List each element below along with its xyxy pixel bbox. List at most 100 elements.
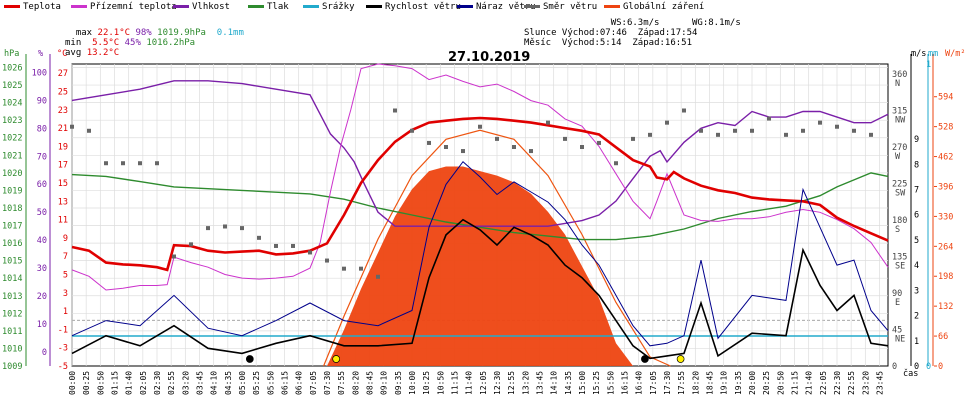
tick-dir-label: SE bbox=[895, 262, 905, 272]
x-tick-label: 03:45 bbox=[196, 371, 205, 395]
tick-wm2: 198 bbox=[938, 272, 953, 282]
stat-max-press: 1019.9hPa bbox=[157, 28, 206, 38]
series-wind-direction-point bbox=[189, 242, 193, 247]
tick-degc: 15 bbox=[58, 179, 68, 189]
x-tick-label: 14:10 bbox=[550, 371, 559, 395]
x-tick-label: 08:20 bbox=[351, 371, 360, 395]
stat-avg-label: avg bbox=[65, 48, 82, 58]
stat-ws: WS:6.3m/s bbox=[610, 18, 660, 28]
x-tick-label: 12:30 bbox=[493, 371, 502, 395]
series-wind-direction-point bbox=[291, 243, 295, 248]
axis-header-degc: °C bbox=[57, 49, 67, 59]
tick-ms: 8 bbox=[914, 160, 919, 170]
tick-dir-label: SW bbox=[895, 189, 906, 199]
x-tick-label: 15:50 bbox=[606, 371, 615, 395]
stat-min-hum: 45% bbox=[124, 38, 141, 48]
stat-max-rain: 0.1mm bbox=[216, 28, 244, 38]
stat-min-temp: 5.5°C bbox=[92, 38, 120, 48]
x-tick-label: 07:55 bbox=[337, 371, 346, 395]
tick-degc: 9 bbox=[63, 234, 68, 244]
x-tick-label: 22:30 bbox=[833, 371, 842, 395]
legend-swatch bbox=[71, 5, 87, 8]
x-tick-label: 18:20 bbox=[691, 371, 700, 395]
x-tick-label: 01:15 bbox=[111, 371, 120, 395]
series-wind-direction-point bbox=[835, 124, 839, 129]
x-tick-label: 00:00 bbox=[68, 371, 77, 395]
series-wind-direction-point bbox=[359, 266, 363, 271]
legend-label: Přízemní teplota bbox=[90, 2, 177, 12]
legend-swatch bbox=[4, 5, 20, 8]
series-wind-direction-point bbox=[223, 224, 227, 229]
x-tick-label: 16:40 bbox=[635, 371, 644, 395]
tick-hpa: 1013 bbox=[2, 292, 22, 302]
legend-item-5: Rychlost větru bbox=[366, 2, 461, 12]
moonset-marker bbox=[641, 355, 649, 363]
tick-degc: 23 bbox=[58, 106, 68, 116]
legend-label: Srážky bbox=[322, 2, 355, 12]
stat-min-label: min bbox=[65, 38, 82, 48]
legend-item-3: Tlak bbox=[248, 2, 289, 12]
legend-swatch bbox=[457, 5, 473, 8]
series-wind-direction-point bbox=[818, 120, 822, 125]
series-wind-direction-point bbox=[750, 128, 754, 133]
tick-hpa: 1026 bbox=[2, 64, 22, 74]
chart-date-title: 27.10.2019 bbox=[448, 50, 531, 65]
series-ground-temp bbox=[71, 63, 889, 291]
x-tick-label: 08:45 bbox=[366, 371, 375, 395]
sun-moon-block: WS:6.3m/s WG:8.1m/s Slunce Východ:07:46 … bbox=[524, 18, 741, 48]
tick-ms: 5 bbox=[914, 236, 919, 246]
tick-wm2: 264 bbox=[938, 242, 953, 252]
series-wind-direction-point bbox=[852, 128, 856, 133]
x-tick-label: 00:25 bbox=[82, 371, 91, 395]
series-wind-direction-point bbox=[240, 226, 244, 231]
x-tick-label: 10:25 bbox=[422, 371, 431, 395]
x-tick-label: 23:20 bbox=[861, 371, 870, 395]
x-tick-label: 05:00 bbox=[238, 371, 247, 395]
legend-swatch bbox=[524, 5, 540, 8]
tick-degc: 13 bbox=[58, 197, 68, 207]
legend-item-6: Náraz větru bbox=[457, 2, 536, 12]
stats-block: max 22.1°C 98% 1019.9hPa 0.1mm min 5.5°C… bbox=[65, 18, 244, 58]
tick-pct: 10 bbox=[37, 320, 47, 330]
axis-header-wm2: W/m² bbox=[945, 49, 965, 59]
x-tick-label: 03:20 bbox=[181, 371, 190, 395]
tick-pct: 20 bbox=[37, 292, 47, 302]
x-tick-label: 01:40 bbox=[125, 371, 134, 395]
series-wind-direction-point bbox=[546, 120, 550, 125]
x-tick-label: 18:45 bbox=[706, 371, 715, 395]
tick-hpa: 1021 bbox=[2, 151, 22, 161]
tick-degc: 11 bbox=[58, 216, 68, 226]
x-tick-label: 17:05 bbox=[649, 371, 658, 395]
series-theoretical-radiation bbox=[323, 129, 671, 367]
series-wind-direction-point bbox=[206, 226, 210, 231]
tick-pct: 60 bbox=[37, 180, 47, 190]
series-wind-direction-point bbox=[648, 132, 652, 137]
series-wind-direction-point bbox=[274, 243, 278, 248]
tick-degc: 25 bbox=[58, 87, 68, 97]
tick-degc: 7 bbox=[63, 252, 68, 262]
axis-header-hpa: hPa bbox=[4, 49, 19, 59]
legend-swatch bbox=[366, 5, 382, 8]
tick-hpa: 1023 bbox=[2, 116, 22, 126]
tick-hpa: 1019 bbox=[2, 186, 22, 196]
tick-wm2: 462 bbox=[938, 153, 953, 163]
tick-pct: 40 bbox=[37, 236, 47, 246]
axis-header-pct: % bbox=[38, 49, 43, 59]
x-tick-label: 23:45 bbox=[876, 371, 885, 395]
tick-pct: 70 bbox=[37, 152, 47, 162]
series-wind-direction-point bbox=[512, 145, 516, 149]
series-wind-direction-point bbox=[784, 132, 788, 137]
legend-item-8: Globální záření bbox=[604, 2, 704, 12]
tick-pct: 50 bbox=[37, 208, 47, 218]
x-tick-label: 15:25 bbox=[592, 371, 601, 395]
tick-dir-label: E bbox=[895, 298, 900, 308]
stat-max-hum: 98% bbox=[135, 28, 152, 38]
legend-label: Směr větru bbox=[543, 2, 598, 12]
tick-wm2: 528 bbox=[938, 123, 953, 133]
x-tick-label: 21:40 bbox=[805, 371, 814, 395]
tick-wm2: 0 bbox=[938, 362, 943, 372]
x-tick-label: 07:05 bbox=[309, 371, 318, 395]
x-tick-label: 20:50 bbox=[776, 371, 785, 395]
series-wind-direction-point bbox=[70, 124, 74, 129]
tick-hpa: 1025 bbox=[2, 81, 22, 91]
